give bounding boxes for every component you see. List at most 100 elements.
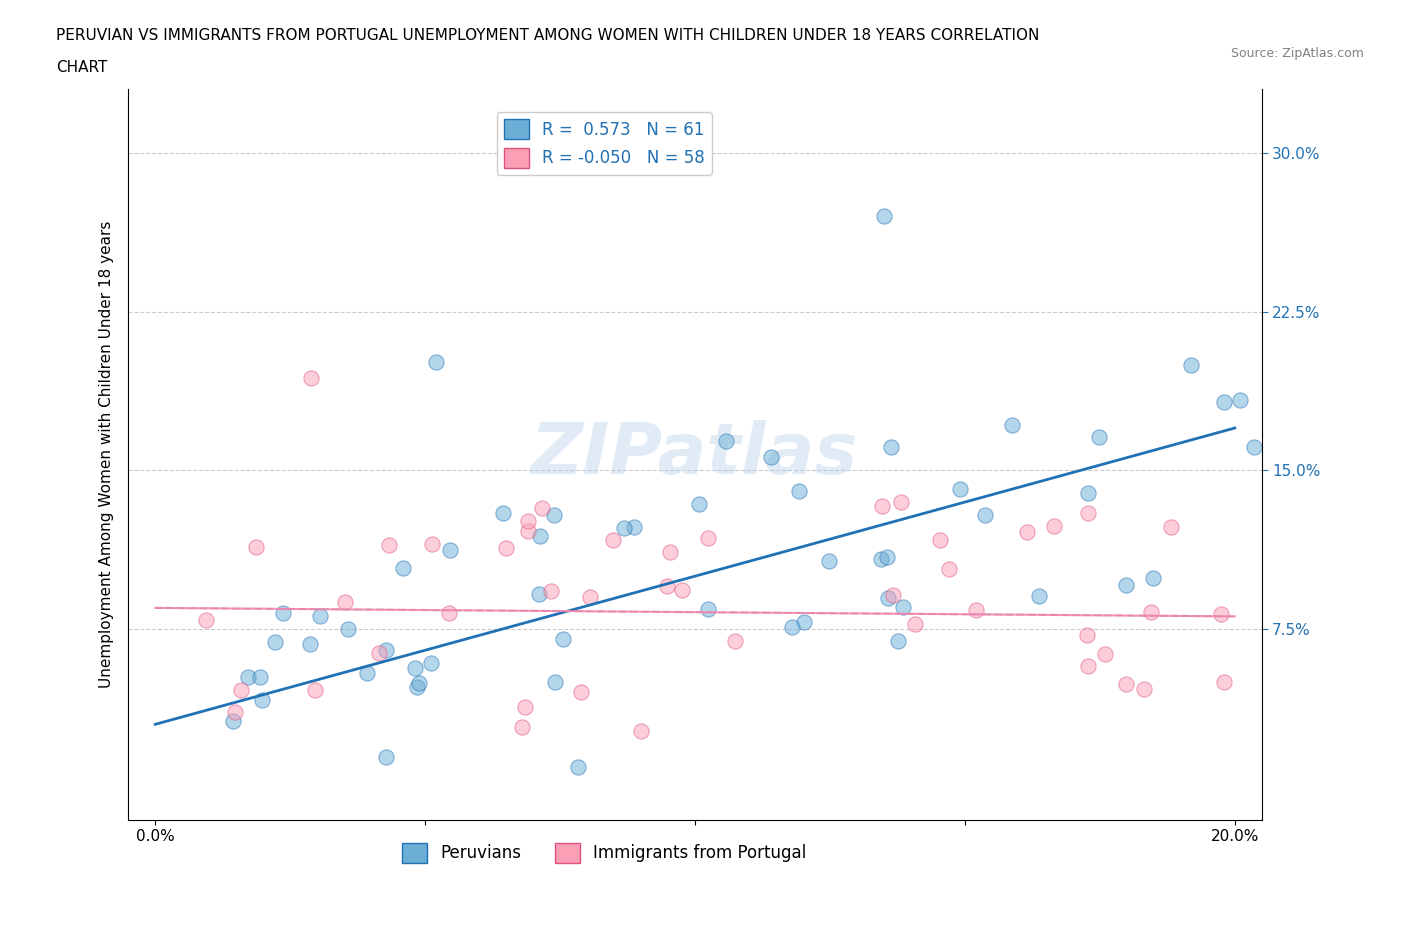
Point [578,589,600,604]
Point [904,617,927,631]
Point [1132,682,1154,697]
Point [1043,519,1066,534]
Point [869,551,891,566]
Point [336,621,359,636]
Point [221,713,243,728]
Point [1274,405,1296,420]
Y-axis label: Unemployment Among Women with Children Under 18 years: Unemployment Among Women with Children U… [100,220,114,688]
Point [793,615,815,630]
Point [439,543,461,558]
Point [657,578,679,593]
Point [299,370,322,385]
Point [425,354,447,369]
Point [569,684,592,699]
Point [495,540,517,555]
Point [250,693,273,708]
Point [1088,429,1111,444]
Point [333,594,356,609]
Point [404,660,426,675]
Point [697,530,720,545]
Point [887,633,910,648]
Point [529,529,551,544]
Point [229,683,252,698]
Point [1212,674,1234,689]
Point [531,500,554,515]
Point [714,433,737,448]
Point [368,645,391,660]
Point [973,507,995,522]
Point [1263,634,1285,649]
Point [1180,357,1202,372]
Point [1077,485,1099,500]
Point [1028,589,1050,604]
Point [759,450,782,465]
Point [630,724,652,738]
Point [1365,602,1388,617]
Point [517,513,540,528]
Point [309,609,332,624]
Point [543,674,565,689]
Point [567,759,589,774]
Point [965,603,987,618]
Point [271,605,294,620]
Point [517,524,540,538]
Point [1260,597,1282,612]
Point [876,591,898,605]
Point [378,538,401,552]
Point [780,620,803,635]
Point [245,539,267,554]
Point [1115,676,1137,691]
Point [1142,571,1164,586]
Point [510,719,533,734]
Point [406,680,429,695]
Point [1094,646,1116,661]
Point [437,605,460,620]
Point [1292,447,1315,462]
Point [873,209,896,224]
Point [551,631,574,646]
Point [1340,520,1362,535]
Point [540,584,562,599]
Point [1298,453,1320,468]
Text: CHART: CHART [56,60,108,75]
Point [1160,520,1182,535]
Text: PERUVIAN VS IMMIGRANTS FROM PORTUGAL UNEMPLOYMENT AMONG WOMEN WITH CHILDREN UNDE: PERUVIAN VS IMMIGRANTS FROM PORTUGAL UNE… [56,28,1039,43]
Point [1076,628,1098,643]
Point [529,586,551,601]
Point [194,613,217,628]
Text: ZIPatlas: ZIPatlas [531,420,859,489]
Point [890,494,912,509]
Point [1077,659,1099,674]
Point [938,561,960,576]
Point [420,537,443,551]
Point [1212,394,1234,409]
Point [891,600,914,615]
Legend: Peruvians, Immigrants from Portugal: Peruvians, Immigrants from Portugal [395,836,813,870]
Point [818,553,841,568]
Point [613,521,636,536]
Point [238,670,260,684]
Point [1001,418,1024,432]
Point [375,642,398,657]
Point [928,533,950,548]
Point [1209,606,1232,621]
Point [1115,578,1137,592]
Point [882,587,904,602]
Point [356,665,378,680]
Point [1077,505,1099,520]
Point [787,484,810,498]
Point [298,636,321,651]
Point [1229,392,1251,407]
Point [420,655,443,670]
Point [872,498,894,513]
Point [879,439,901,454]
Point [1243,440,1265,455]
Point [724,634,747,649]
Point [543,508,565,523]
Point [688,497,710,512]
Point [949,481,972,496]
Point [391,561,413,576]
Point [513,699,536,714]
Point [671,583,693,598]
Point [1140,604,1163,619]
